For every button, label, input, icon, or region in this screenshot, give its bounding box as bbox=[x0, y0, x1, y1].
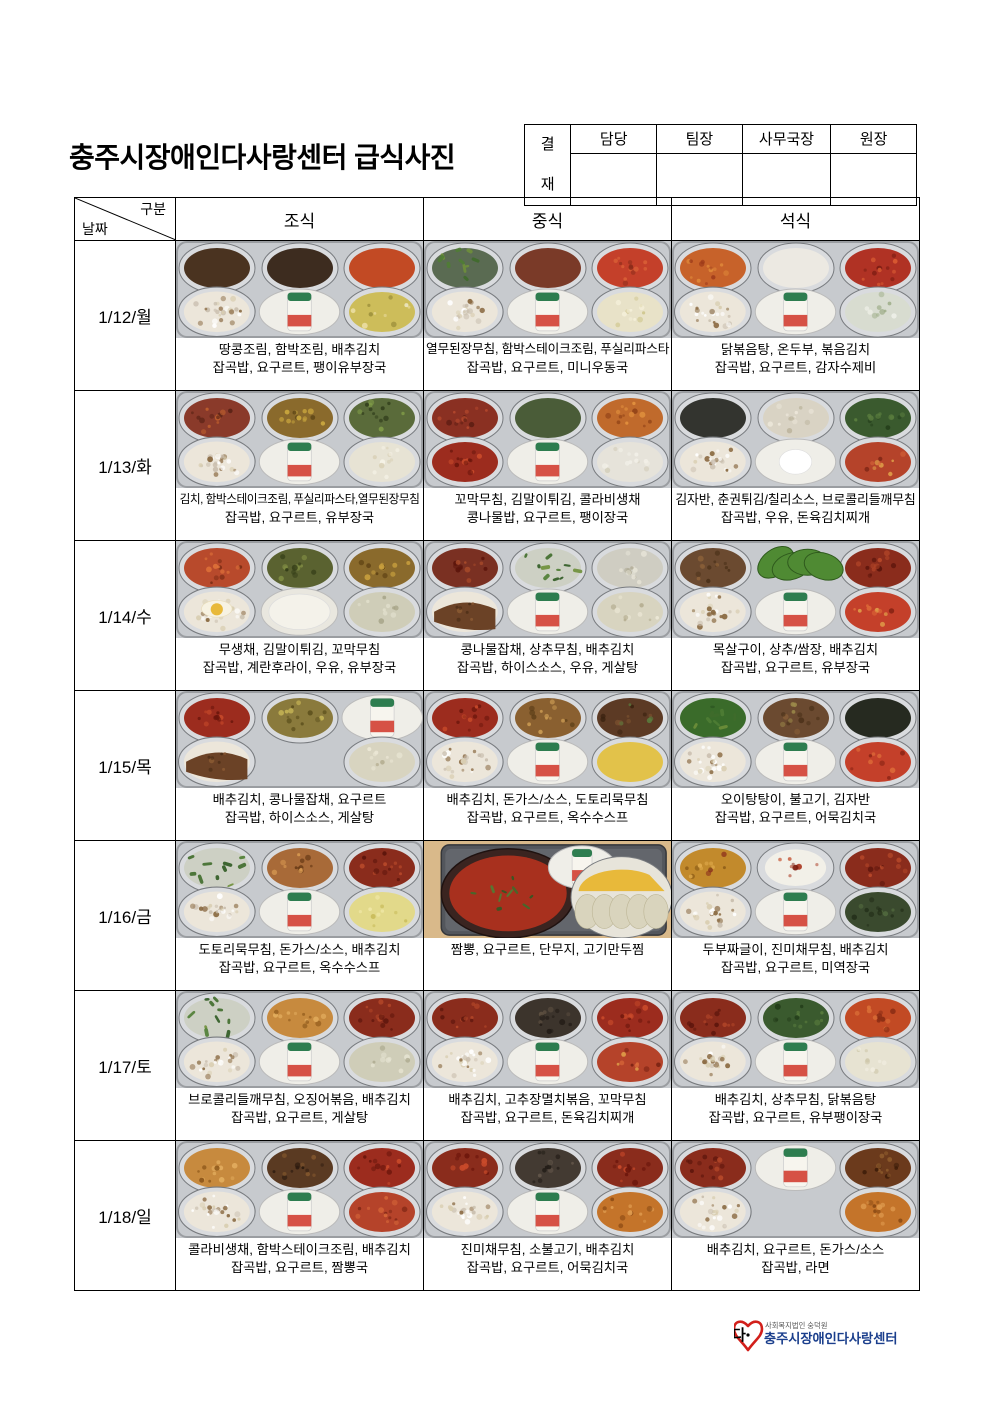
svg-text:다: 다 bbox=[734, 1327, 746, 1344]
svg-text:사회복지법인 숭덕원: 사회복지법인 숭덕원 bbox=[765, 1321, 827, 1330]
svg-text:충주시장애인다사랑센터: 충주시장애인다사랑센터 bbox=[764, 1330, 897, 1346]
